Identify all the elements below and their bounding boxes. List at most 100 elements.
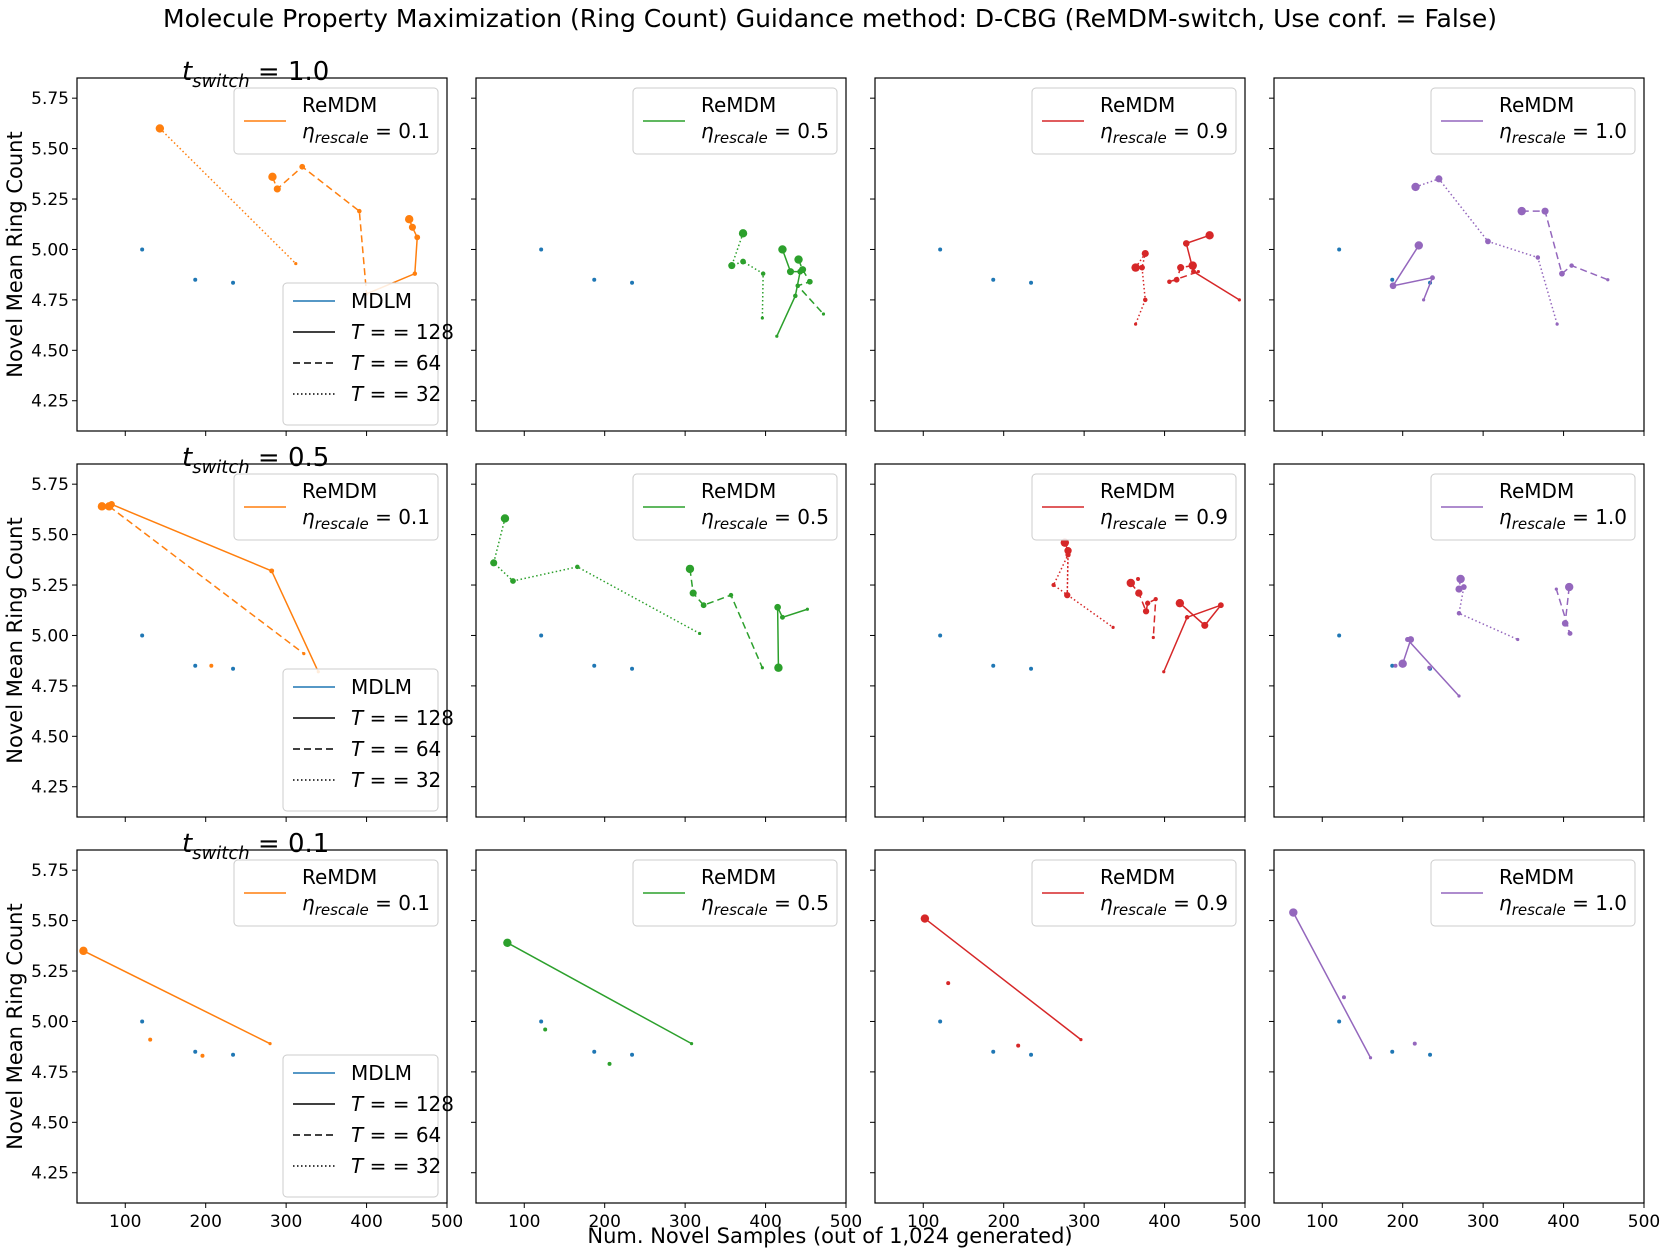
y-tick-label: 5.50 — [31, 526, 69, 546]
data-layer — [938, 231, 1241, 326]
series-point — [273, 185, 281, 193]
series-point — [1455, 585, 1463, 593]
y-tick-label: 5.75 — [31, 475, 69, 495]
data-layer — [97, 501, 320, 674]
series-point — [1135, 589, 1143, 597]
series-point — [1516, 637, 1520, 642]
y-tick-label: 5.00 — [31, 240, 69, 260]
legend-box — [1031, 473, 1237, 541]
x-tick-label: 100 — [508, 1212, 540, 1232]
series-point — [404, 215, 414, 224]
legend-box — [1430, 87, 1636, 155]
mdlm-point — [231, 280, 236, 285]
legend-box — [233, 473, 439, 541]
series-line-T64 — [689, 568, 764, 669]
mdlm-point — [140, 633, 145, 638]
series-point — [689, 589, 697, 597]
mdlm-point — [938, 1019, 943, 1024]
y-axis-label: Novel Mean Ring Count — [3, 903, 27, 1149]
series-point — [490, 559, 498, 567]
series-point — [760, 666, 764, 670]
series-point — [1435, 175, 1443, 183]
row-title-tswitch: tswitch = 1.0 — [182, 57, 329, 92]
series-point — [1175, 598, 1185, 608]
mdlm-point — [539, 247, 544, 252]
series-point — [700, 602, 707, 609]
legend-entry-label: T = = 64 — [351, 351, 441, 375]
y-tick-label: 5.25 — [31, 190, 69, 210]
legend-eta-label: ηrescale = 0.9 — [1100, 505, 1228, 533]
series-point — [1131, 263, 1140, 272]
panel-r2-c1: 4.25 4.50 4.75 5.00 5.25 5.50 5.75 Novel Mean R… — [3, 443, 454, 822]
series-point — [1188, 261, 1197, 270]
mdlm-point — [1428, 1052, 1433, 1057]
mdlm-point — [140, 247, 145, 252]
mdlm-point — [1337, 247, 1342, 252]
series-point — [1064, 547, 1072, 555]
legend-entry-label: T = = 32 — [351, 1154, 441, 1178]
single-point — [543, 1027, 548, 1032]
legend-box — [233, 859, 439, 927]
y-tick-label: 5.75 — [31, 89, 69, 109]
y-tick-label: 4.75 — [31, 291, 69, 311]
series-line-T32 — [730, 233, 764, 319]
mdlm-point — [630, 280, 635, 285]
legend-entry-label: T = = 64 — [351, 1123, 441, 1147]
x-tick-label: 500 — [830, 1212, 862, 1232]
legend-eta-label: ηrescale = 0.1 — [302, 505, 430, 533]
legend-eta-label: ηrescale = 0.5 — [701, 891, 829, 919]
legend-entry-label: MDLM — [351, 1061, 412, 1085]
series-line-T128 — [83, 950, 271, 1045]
series-point — [1389, 282, 1397, 290]
series-point — [299, 163, 306, 170]
legend-remdm-label: ReMDM — [1499, 479, 1574, 503]
legend-remdm-label: ReMDM — [302, 479, 377, 503]
series-point — [740, 258, 746, 265]
series-point — [1411, 182, 1420, 192]
series-point — [779, 614, 785, 620]
series-line-T32 — [1134, 253, 1147, 325]
series-point — [414, 234, 421, 241]
series-point — [738, 229, 748, 238]
series-point — [920, 914, 930, 923]
axes-frame — [1273, 463, 1645, 818]
series-point — [1182, 240, 1190, 247]
y-axis-label: Novel Mean Ring Count — [3, 131, 27, 377]
legend-entry-label: MDLM — [351, 289, 412, 313]
y-tick-label: 5.25 — [31, 962, 69, 982]
series-point — [774, 663, 783, 672]
y-tick-label: 4.25 — [31, 1164, 69, 1184]
legend-remdm-label: ReMDM — [701, 479, 776, 503]
x-tick-label: 100 — [109, 1212, 141, 1232]
data-layer — [938, 538, 1224, 674]
axes-frame — [475, 77, 847, 432]
mdlm-point — [592, 277, 597, 282]
legend-entry-label: T = = 32 — [351, 382, 441, 406]
series-point — [794, 255, 803, 264]
legend-style: MDLM T = = 128 T = = 64 T = = 32 — [282, 668, 454, 812]
legend-entry-label: T = = 64 — [351, 737, 441, 761]
legend-box — [282, 282, 439, 426]
mdlm-point — [991, 1049, 996, 1054]
legend-remdm-label: ReMDM — [302, 865, 377, 889]
legend-box — [1031, 859, 1237, 927]
series-point — [1142, 608, 1150, 615]
series-point — [793, 293, 798, 299]
axes-frame — [76, 463, 448, 818]
series-point — [1569, 263, 1574, 268]
legend-remdm-label: ReMDM — [1100, 93, 1175, 117]
legend-remdm-label: ReMDM — [701, 865, 776, 889]
series-point — [1517, 206, 1526, 216]
series-point — [155, 124, 165, 133]
series-point — [1559, 270, 1565, 277]
x-tick-label: 300 — [669, 1212, 701, 1232]
series-point — [1456, 574, 1465, 584]
legend-remdm-label: ReMDM — [302, 93, 377, 117]
